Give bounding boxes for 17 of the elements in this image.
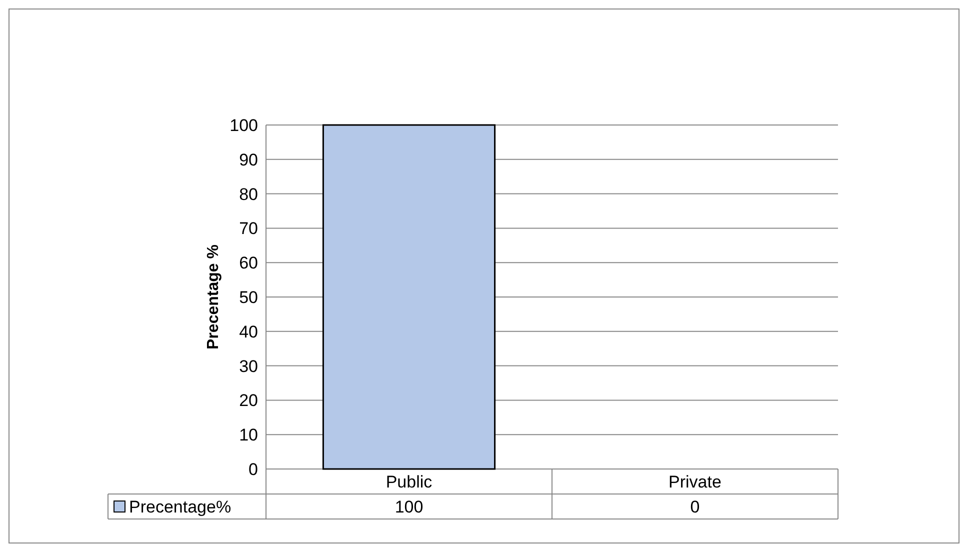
data-label: 100: [394, 497, 424, 516]
y-axis-title: Precentage %: [205, 244, 222, 350]
y-tick-label: 40: [239, 322, 258, 342]
y-tick-label: 70: [239, 219, 258, 238]
y-tick-label: 100: [230, 116, 258, 135]
y-tick-label: 10: [239, 426, 258, 445]
legend-label: Precentage%: [129, 497, 232, 516]
x-tick-label: Public: [386, 472, 433, 492]
y-tick-label: 0: [248, 460, 258, 479]
x-tick-label: Private: [668, 472, 722, 492]
data-label: 0: [690, 497, 700, 516]
y-tick-label: 50: [239, 288, 258, 307]
y-tick-label: 20: [239, 391, 258, 410]
y-tick-label: 90: [239, 150, 258, 170]
y-tick-label: 80: [239, 184, 258, 204]
y-tick-label: 60: [239, 254, 258, 273]
y-tick-label: 30: [239, 356, 258, 376]
